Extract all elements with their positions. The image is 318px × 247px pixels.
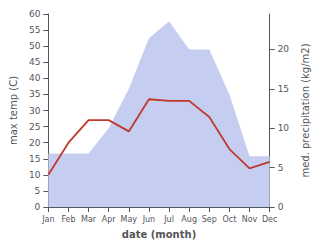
- svg-text:5: 5: [278, 163, 284, 173]
- svg-text:Jul: Jul: [163, 215, 174, 224]
- svg-text:Apr: Apr: [102, 215, 117, 224]
- svg-text:20: 20: [29, 138, 41, 148]
- svg-text:Mar: Mar: [81, 215, 97, 224]
- svg-text:0: 0: [35, 202, 41, 212]
- svg-text:Aug: Aug: [181, 215, 197, 224]
- svg-text:5: 5: [35, 186, 41, 196]
- svg-text:max temp (C): max temp (C): [8, 76, 19, 145]
- svg-text:15: 15: [278, 84, 289, 94]
- svg-text:10: 10: [278, 123, 290, 133]
- svg-text:30: 30: [29, 106, 41, 116]
- svg-text:60: 60: [29, 9, 41, 19]
- svg-text:Nov: Nov: [242, 215, 258, 224]
- svg-text:Jun: Jun: [142, 215, 156, 224]
- svg-text:35: 35: [29, 89, 40, 99]
- svg-text:0: 0: [278, 202, 284, 212]
- svg-text:Feb: Feb: [61, 215, 75, 224]
- svg-text:45: 45: [29, 57, 40, 67]
- svg-text:Dec: Dec: [262, 215, 277, 224]
- svg-text:55: 55: [29, 25, 40, 35]
- svg-text:15: 15: [29, 154, 40, 164]
- svg-text:20: 20: [278, 44, 290, 54]
- svg-text:date (month): date (month): [122, 229, 196, 240]
- svg-text:May: May: [121, 215, 138, 224]
- svg-text:med. precipitation (kg/m2): med. precipitation (kg/m2): [300, 43, 311, 177]
- svg-text:40: 40: [29, 73, 41, 83]
- svg-text:50: 50: [29, 41, 41, 51]
- svg-text:10: 10: [29, 170, 41, 180]
- svg-text:Oct: Oct: [222, 215, 236, 224]
- svg-text:25: 25: [29, 122, 40, 132]
- svg-text:Sep: Sep: [202, 215, 217, 224]
- svg-text:Jan: Jan: [41, 215, 54, 224]
